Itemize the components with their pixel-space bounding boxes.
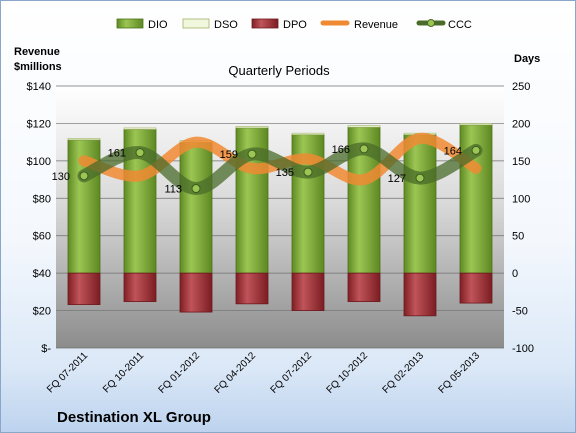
ccc-marker — [191, 184, 201, 194]
ccc-data-label: 161 — [108, 148, 126, 160]
dpo-bar — [347, 272, 381, 302]
legend-swatch-dso — [182, 18, 210, 29]
legend-label-dpo: DPO — [283, 19, 307, 31]
ccc-data-label: 135 — [276, 167, 294, 179]
legend-swatch-dio — [116, 18, 144, 29]
ccc-data-label: 113 — [164, 184, 182, 196]
legend: DIO DSO DPO Revenue CCC — [116, 18, 472, 31]
legend-label-revenue: Revenue — [354, 19, 398, 31]
left-tick-label: $60 — [33, 231, 51, 243]
plot-area — [56, 86, 504, 348]
dpo-bar — [291, 272, 325, 311]
x-tick-label: FQ 10-2011 — [101, 350, 146, 395]
x-tick-label: FQ 01-2012 — [157, 350, 203, 396]
dio-bar — [179, 141, 213, 274]
dpo-bar — [67, 272, 101, 305]
ccc-marker — [135, 148, 145, 158]
left-tick-label: $- — [41, 343, 51, 355]
left-tick-label: $20 — [33, 306, 51, 318]
x-tick-label: FQ 07-2011 — [45, 350, 90, 395]
right-tick-label: 250 — [512, 81, 530, 93]
x-tick-label: FQ 05-2013 — [437, 350, 483, 396]
dpo-bar — [179, 272, 213, 313]
right-tick-label: -100 — [512, 343, 534, 355]
ccc-marker — [79, 171, 89, 181]
ccc-data-label: 127 — [388, 173, 406, 185]
dpo-bar — [403, 272, 437, 317]
company-name: Destination XL Group — [57, 409, 211, 426]
dso-bar — [67, 138, 101, 141]
right-tick-label: -50 — [512, 306, 528, 318]
x-tick-label: FQ 10-2012 — [325, 350, 371, 396]
ccc-data-label: 130 — [52, 171, 70, 183]
ccc-data-label: 164 — [444, 145, 462, 157]
ccc-data-label: 159 — [220, 149, 238, 161]
dpo-bar — [235, 272, 269, 305]
x-tick-label: FQ 07-2012 — [269, 350, 315, 396]
right-tick-label: 0 — [512, 268, 518, 280]
ccc-marker — [359, 144, 369, 154]
dso-bar — [123, 127, 157, 130]
ccc-marker — [303, 167, 313, 177]
dso-bar — [347, 125, 381, 128]
ccc-data-label: 166 — [332, 144, 350, 156]
dso-bar — [459, 123, 493, 126]
legend-label-ccc: CCC — [448, 19, 472, 31]
legend-label-dso: DSO — [214, 19, 238, 31]
legend-swatch-ccc-marker — [427, 19, 435, 27]
right-tick-label: 100 — [512, 193, 530, 205]
ccc-marker — [471, 145, 481, 155]
right-axis-title: Days — [514, 53, 540, 65]
right-tick-label: 50 — [512, 231, 524, 243]
chart-title: Quarterly Periods — [228, 63, 330, 78]
left-tick-label: $40 — [33, 268, 51, 280]
right-tick-label: 200 — [512, 118, 530, 130]
right-tick-label: 150 — [512, 156, 530, 168]
left-axis-ticks: $- $20 $40 $60 $80 $100 $120 $140 — [27, 81, 52, 355]
left-axis-title-line2: $millions — [14, 61, 62, 73]
dpo-bar — [123, 272, 157, 302]
ccc-marker — [415, 173, 425, 183]
left-tick-label: $100 — [27, 156, 51, 168]
left-tick-label: $80 — [33, 193, 51, 205]
legend-swatch-dpo — [251, 18, 279, 29]
left-tick-label: $140 — [27, 81, 51, 93]
right-axis-ticks: -100 -50 0 50 100 150 200 250 — [512, 81, 534, 355]
x-tick-label: FQ 02-2013 — [381, 350, 427, 396]
ccc-marker — [247, 149, 257, 159]
dio-bar — [403, 134, 437, 274]
lines-layer: 130 161 113 159 135 166 127 164 — [52, 132, 483, 196]
legend-label-dio: DIO — [148, 19, 168, 31]
left-axis-title-line1: Revenue — [14, 46, 60, 58]
dso-bar — [291, 132, 325, 135]
x-axis-ticks: FQ 07-2011 FQ 10-2011 FQ 01-2012 FQ 04-2012… — [45, 350, 482, 396]
dpo-bar — [459, 272, 493, 304]
dso-bar — [235, 126, 269, 129]
left-tick-label: $120 — [27, 118, 51, 130]
x-tick-label: FQ 04-2012 — [213, 350, 259, 396]
ccc-line — [77, 142, 483, 196]
